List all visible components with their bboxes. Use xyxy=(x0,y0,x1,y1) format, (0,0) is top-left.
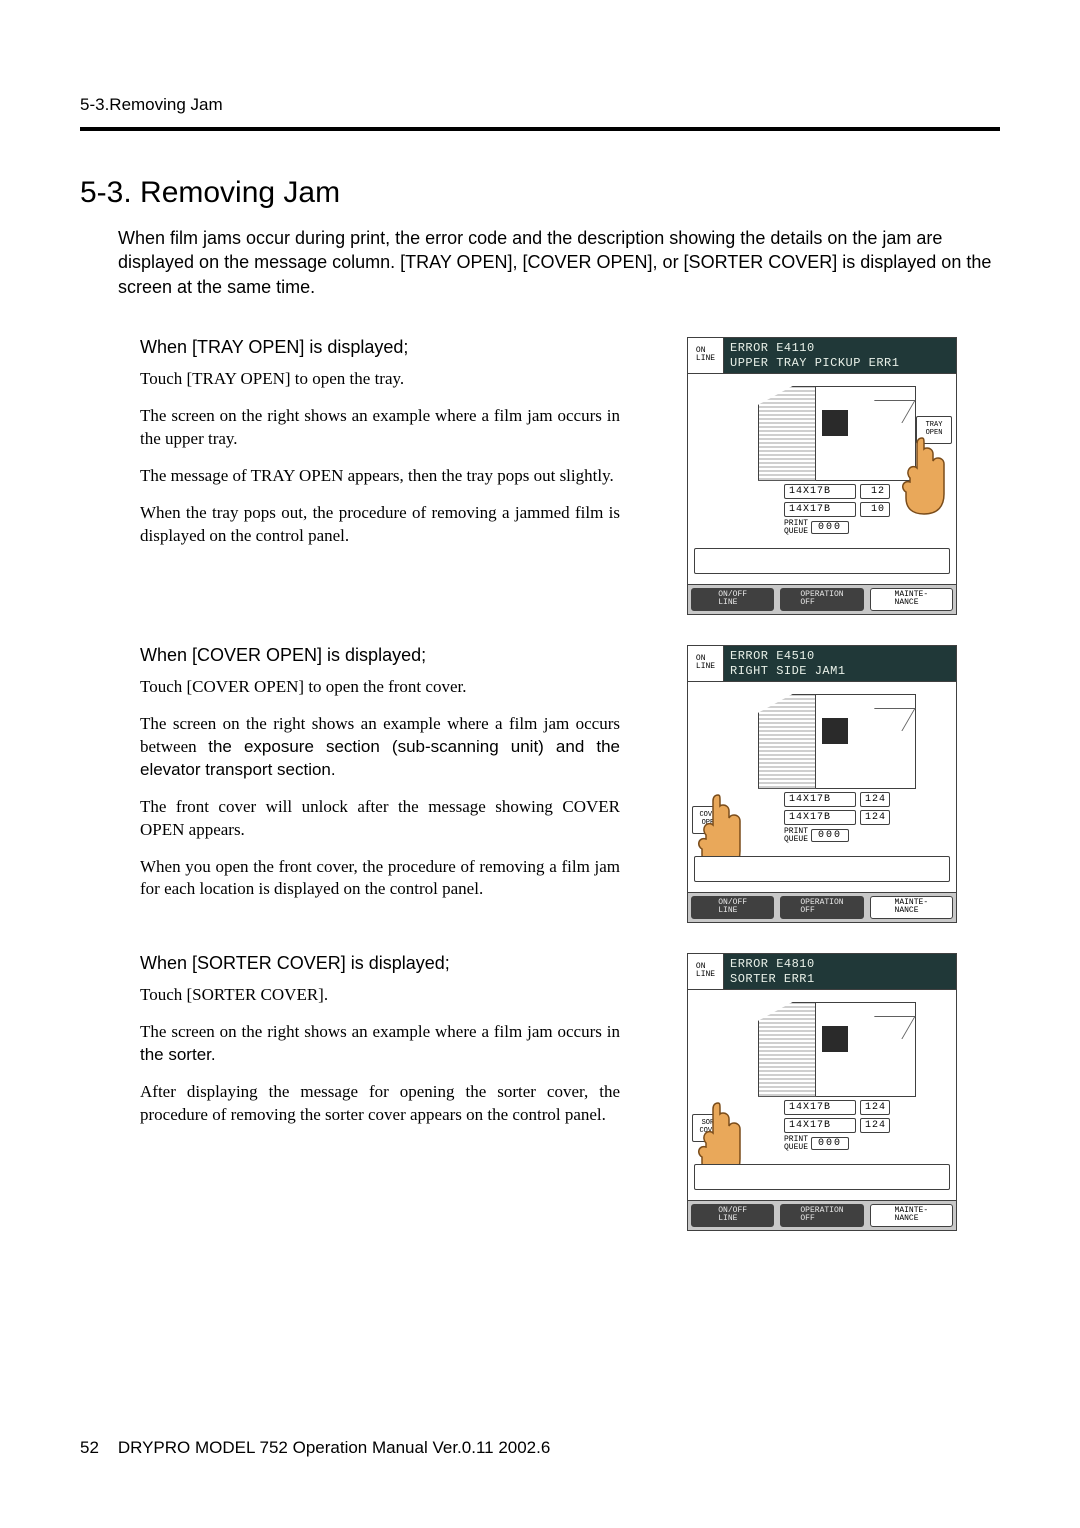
onoff-line-button[interactable]: ON/OFF LINE xyxy=(691,588,774,611)
error-message: ERROR E4810 SORTER ERR1 xyxy=(724,954,956,989)
panel-sorter-cover: ON LINE ERROR E4810 SORTER ERR1 SORT COV… xyxy=(687,953,957,1231)
tray-open-button[interactable]: TRAY OPEN xyxy=(916,416,952,444)
sub2-p1: Touch [COVER OPEN] to open the front cov… xyxy=(140,676,620,699)
count-box: 12 xyxy=(860,484,890,499)
size-box: 14X17B xyxy=(784,484,856,499)
tray-info: 14X17B 124 14X17B 124 PRINT QUEUE 000 xyxy=(784,792,924,844)
onoff-line-button[interactable]: ON/OFF LINE xyxy=(691,896,774,919)
maintenance-button[interactable]: MAINTE- NANCE xyxy=(870,588,953,611)
section-intro: When film jams occur during print, the e… xyxy=(118,226,1000,299)
sub1-heading: When [TRAY OPEN] is displayed; xyxy=(140,337,620,358)
device-illustration xyxy=(758,1002,918,1097)
tray-info: 14X17B 12 14X17B 10 PRINT QUEUE 000 xyxy=(784,484,924,536)
subsection-sorter-cover: When [SORTER COVER] is displayed; Touch … xyxy=(140,953,1000,1231)
sorter-cover-button[interactable]: SORT COVER xyxy=(692,1114,728,1142)
sub2-p3: The front cover will unlock after the me… xyxy=(140,796,620,842)
print-queue-label: PRINT QUEUE xyxy=(784,1136,808,1152)
operation-off-button[interactable]: OPERATION OFF xyxy=(780,896,863,919)
size-box: 14X17B xyxy=(784,502,856,517)
error-message: ERROR E4510 RIGHT SIDE JAM1 xyxy=(724,646,956,681)
page-header: 5-3.Removing Jam xyxy=(80,95,1000,115)
size-box: 14X17B xyxy=(784,810,856,825)
online-indicator: ON LINE xyxy=(688,338,724,373)
size-box: 14X17B xyxy=(784,792,856,807)
sub2-p2: The screen on the right shows an example… xyxy=(140,713,620,782)
tray-info: 14X17B 124 14X17B 124 PRINT QUEUE 000 xyxy=(784,1100,924,1152)
count-box: 124 xyxy=(860,792,890,807)
operation-off-button[interactable]: OPERATION OFF xyxy=(780,588,863,611)
sub2-heading: When [COVER OPEN] is displayed; xyxy=(140,645,620,666)
sub3-p2: The screen on the right shows an example… xyxy=(140,1021,620,1067)
sub1-p2: The screen on the right shows an example… xyxy=(140,405,620,451)
subsection-cover-open: When [COVER OPEN] is displayed; Touch [C… xyxy=(140,645,1000,923)
subsection-tray-open: When [TRAY OPEN] is displayed; Touch [TR… xyxy=(140,337,1000,615)
count-box: 124 xyxy=(860,1118,890,1133)
count-box: 124 xyxy=(860,1100,890,1115)
print-queue-value: 000 xyxy=(811,1137,849,1150)
print-queue-value: 000 xyxy=(811,829,849,842)
count-box: 124 xyxy=(860,810,890,825)
cover-open-button[interactable]: COVER OPEN xyxy=(692,806,728,834)
sub1-p1: Touch [TRAY OPEN] to open the tray. xyxy=(140,368,620,391)
blank-bar xyxy=(694,1164,950,1190)
panel-cover-open: ON LINE ERROR E4510 RIGHT SIDE JAM1 COVE… xyxy=(687,645,957,923)
print-queue-label: PRINT QUEUE xyxy=(784,828,808,844)
onoff-line-button[interactable]: ON/OFF LINE xyxy=(691,1204,774,1227)
print-queue-value: 000 xyxy=(811,521,849,534)
sub1-p4: When the tray pops out, the procedure of… xyxy=(140,502,620,548)
sub3-p3: After displaying the message for opening… xyxy=(140,1081,620,1127)
online-indicator: ON LINE xyxy=(688,954,724,989)
online-indicator: ON LINE xyxy=(688,646,724,681)
sub3-p1: Touch [SORTER COVER]. xyxy=(140,984,620,1007)
maintenance-button[interactable]: MAINTE- NANCE xyxy=(870,1204,953,1227)
sub3-heading: When [SORTER COVER] is displayed; xyxy=(140,953,620,974)
print-queue-label: PRINT QUEUE xyxy=(784,520,808,536)
page-footer: 52 DRYPRO MODEL 752 Operation Manual Ver… xyxy=(80,1438,550,1458)
sub1-p3: The message of TRAY OPEN appears, then t… xyxy=(140,465,620,488)
device-illustration xyxy=(758,694,918,789)
operation-off-button[interactable]: OPERATION OFF xyxy=(780,1204,863,1227)
error-message: ERROR E4110 UPPER TRAY PICKUP ERR1 xyxy=(724,338,956,373)
page-number: 52 xyxy=(80,1438,99,1457)
blank-bar xyxy=(694,548,950,574)
sub2-p4: When you open the front cover, the proce… xyxy=(140,856,620,902)
device-illustration xyxy=(758,386,918,481)
header-rule xyxy=(80,127,1000,131)
section-title: 5-3. Removing Jam xyxy=(80,176,1000,210)
maintenance-button[interactable]: MAINTE- NANCE xyxy=(870,896,953,919)
count-box: 10 xyxy=(860,502,890,517)
panel-tray-open: ON LINE ERROR E4110 UPPER TRAY PICKUP ER… xyxy=(687,337,957,615)
size-box: 14X17B xyxy=(784,1118,856,1133)
footer-text: DRYPRO MODEL 752 Operation Manual Ver.0.… xyxy=(118,1438,551,1457)
size-box: 14X17B xyxy=(784,1100,856,1115)
blank-bar xyxy=(694,856,950,882)
